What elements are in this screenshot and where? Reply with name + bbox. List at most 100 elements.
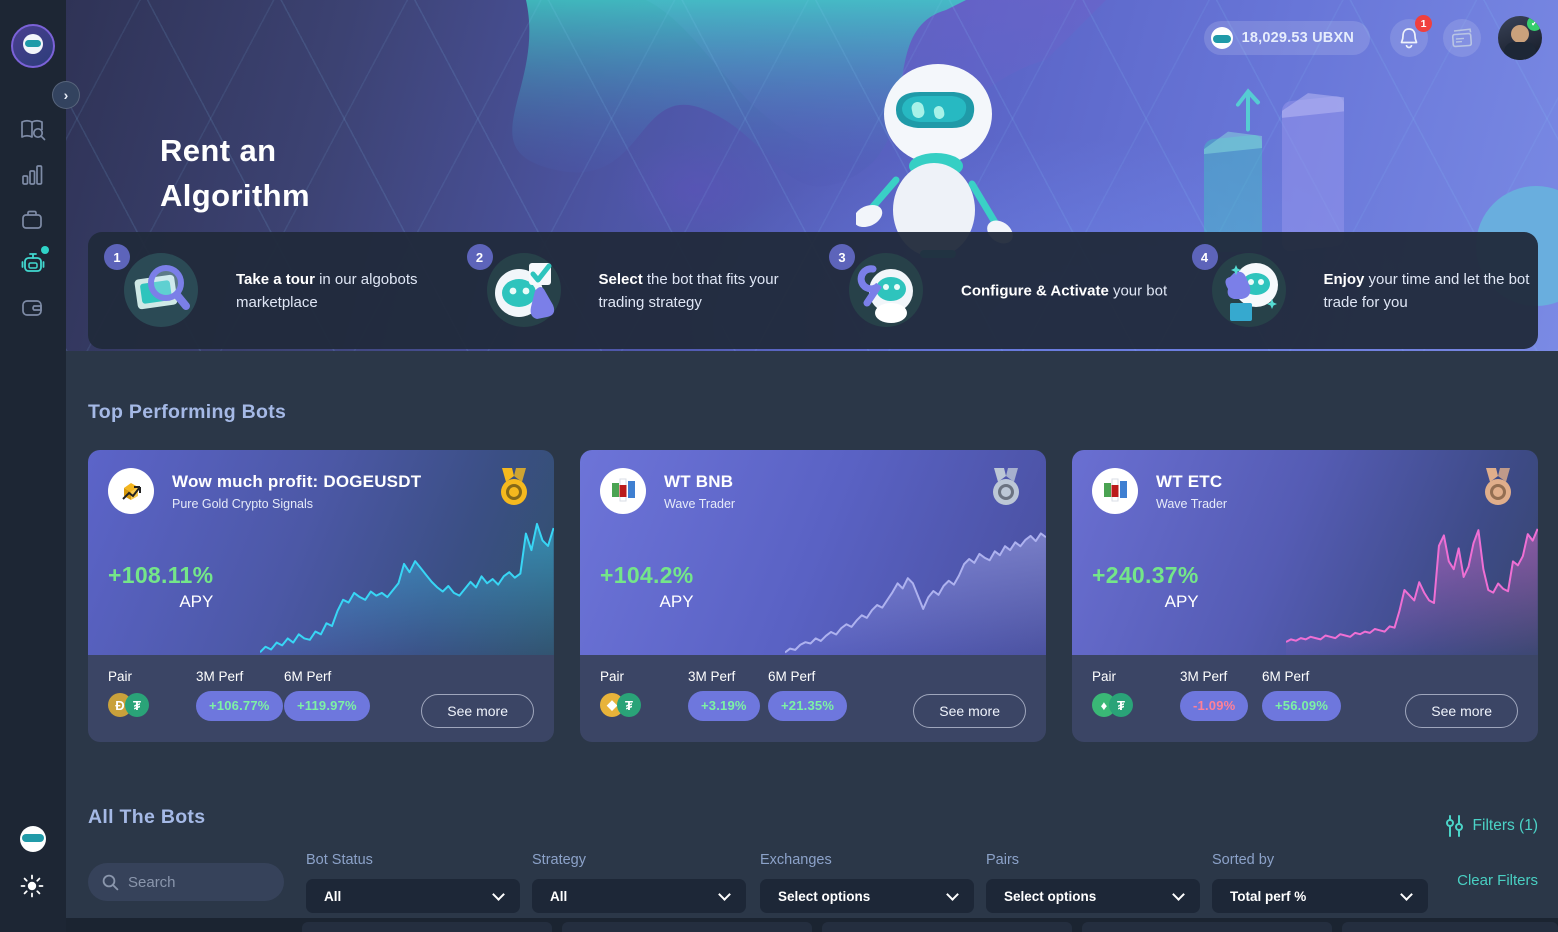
silver-medal-icon <box>993 468 1019 505</box>
gold-medal-icon <box>501 468 527 505</box>
configure-wrench-icon <box>849 253 923 327</box>
wallet-icon <box>22 300 42 316</box>
sidebar-item-marketplace[interactable] <box>20 118 46 144</box>
notification-badge: 1 <box>1415 15 1432 32</box>
chevron-down-icon <box>1172 888 1185 901</box>
bell-icon <box>1400 28 1418 49</box>
perf-3m-column: 3M Perf -1.09% <box>1180 669 1249 721</box>
tour-magnifier-icon <box>124 253 198 327</box>
perf-6m-badge: +56.09% <box>1262 691 1342 721</box>
search-box[interactable] <box>88 863 284 901</box>
chevron-down-icon <box>492 888 505 901</box>
all-bots-heading: All The Bots <box>88 806 206 828</box>
exchanges-label: Exchanges <box>760 852 832 868</box>
step-number-badge: 3 <box>829 244 855 270</box>
apy-block: +108.11% APY <box>108 562 213 612</box>
bot-card-wt-etc[interactable]: WT ETC Wave Trader +240.37% APY Pair ♦ ₮ <box>1072 450 1538 742</box>
next-row-peek <box>66 918 1558 932</box>
briefcase-icon <box>22 210 42 229</box>
enjoy-wave-icon <box>1211 253 1286 327</box>
sidebar-expand-button[interactable]: › <box>52 81 80 109</box>
step-configure-activate: 3 Configure & Activate your bot <box>813 232 1176 349</box>
bot-status-select[interactable]: All <box>306 879 520 913</box>
performance-sparkline <box>785 527 1046 655</box>
see-more-button[interactable]: See more <box>1405 694 1518 728</box>
sidebar-item-wallet[interactable] <box>20 296 46 322</box>
see-more-button[interactable]: See more <box>421 694 534 728</box>
wallet-balance[interactable]: 18,029.53 UBXN <box>1203 21 1370 55</box>
bronze-medal-icon <box>1485 468 1511 505</box>
verified-check-icon: ✓ <box>1527 16 1542 31</box>
clear-filters-button[interactable]: Clear Filters <box>1457 872 1538 889</box>
apy-label: APY <box>1164 592 1199 611</box>
sidebar-item-bots-active[interactable] <box>20 246 49 276</box>
perf-3m-badge: +106.77% <box>196 691 283 721</box>
book-search-icon <box>21 119 46 141</box>
active-notification-dot <box>41 246 49 254</box>
avatar-photo <box>1511 25 1529 43</box>
sliders-icon <box>1445 815 1463 837</box>
theme-toggle[interactable] <box>20 874 46 900</box>
step-text: Take a tour in our algobots marketplace <box>236 270 418 311</box>
usdt-coin-icon: ₮ <box>617 693 641 717</box>
apy-block: +104.2% APY <box>600 562 694 612</box>
top-bots-heading: Top Performing Bots <box>88 401 287 423</box>
robot-icon <box>21 253 45 272</box>
apy-label: APY <box>179 592 214 611</box>
perf-6m-column: 6M Perf +21.35% <box>768 669 848 721</box>
perf-3m-badge: +3.19% <box>688 691 760 721</box>
see-more-button[interactable]: See more <box>913 694 1026 728</box>
step-number-badge: 1 <box>104 244 130 270</box>
perf-6m-column: 6M Perf +119.97% <box>284 669 370 721</box>
perf-3m-column: 3M Perf +106.77% <box>196 669 283 721</box>
step-number-badge: 2 <box>466 244 493 270</box>
card-icon <box>1451 28 1473 48</box>
sidebar-item-portfolio[interactable] <box>20 208 46 234</box>
pair-column: Pair ♦ ₮ <box>1092 669 1133 717</box>
performance-sparkline <box>260 517 554 655</box>
step-take-a-tour: 1 Take a tour in our algobots marketplac… <box>88 232 451 349</box>
notifications-button[interactable]: 1 <box>1390 15 1432 57</box>
bot-subtitle: Pure Gold Crypto Signals <box>172 497 314 511</box>
apy-block: +240.37% APY <box>1092 562 1199 612</box>
step-number-badge: 4 <box>1191 244 1218 270</box>
pair-column: Pair Ð ₮ <box>108 669 149 717</box>
bot-subtitle: Wave Trader <box>1156 497 1228 511</box>
filters-button[interactable]: Filters (1) <box>1445 815 1538 837</box>
exchanges-select[interactable]: Select options <box>760 879 974 913</box>
usdt-coin-icon: ₮ <box>1109 693 1133 717</box>
bot-card-dogeusdt[interactable]: Wow much profit: DOGEUSDT Pure Gold Cryp… <box>88 450 554 742</box>
sidebar-token-icon[interactable] <box>20 826 46 852</box>
payments-button[interactable] <box>1443 19 1481 57</box>
strategy-select[interactable]: All <box>532 879 746 913</box>
user-avatar[interactable]: ✓ <box>1498 16 1542 60</box>
sidebar-item-stats[interactable] <box>20 163 46 189</box>
app-logo[interactable] <box>11 24 55 68</box>
pairs-select[interactable]: Select options <box>986 879 1200 913</box>
perf-3m-column: 3M Perf +3.19% <box>688 669 760 721</box>
sorted-by-select[interactable]: Total perf % <box>1212 879 1428 913</box>
apy-value: +240.37% <box>1092 562 1199 588</box>
step-text: Configure & Activate your bot <box>961 282 1168 299</box>
bot-card-wt-bnb[interactable]: WT BNB Wave Trader +104.2% APY Pair ◆ ₮ <box>580 450 1046 742</box>
perf-6m-column: 6M Perf +56.09% <box>1262 669 1342 721</box>
bot-title: WT ETC <box>1156 472 1223 491</box>
apy-label: APY <box>659 592 694 611</box>
bot-title: Wow much profit: DOGEUSDT <box>172 472 422 491</box>
steps-panel: 1 Take a tour in our algobots marketplac… <box>88 232 1538 349</box>
bot-logo-icon <box>108 468 154 514</box>
search-input[interactable] <box>128 873 258 891</box>
sun-icon <box>20 874 44 898</box>
bar-chart-illustration <box>1204 88 1344 252</box>
step-select-bot: 2 Select the bot that fits your trading … <box>451 232 814 349</box>
ubxn-coin-icon <box>20 826 46 852</box>
bar-chart-icon <box>22 165 43 185</box>
usdt-coin-icon: ₮ <box>125 693 149 717</box>
apy-value: +104.2% <box>600 562 694 588</box>
perf-3m-badge: -1.09% <box>1180 691 1249 721</box>
chevron-down-icon <box>718 888 731 901</box>
strategy-label: Strategy <box>532 852 586 868</box>
bot-status-label: Bot Status <box>306 852 373 868</box>
page-title: Rent an Algorithm <box>160 133 310 213</box>
